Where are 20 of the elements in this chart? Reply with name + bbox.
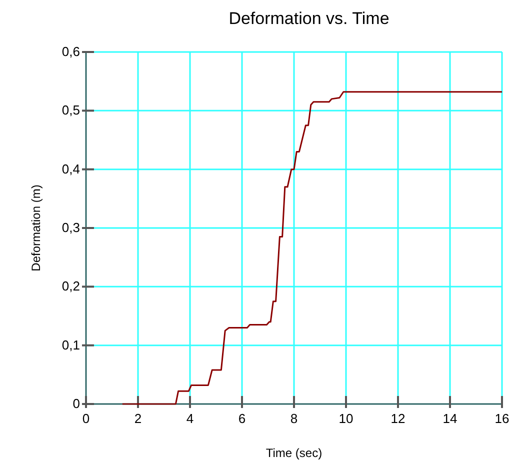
line-series (122, 91, 503, 405)
y-tick-label: 0,5 (62, 102, 80, 118)
x-tick-label: 2 (134, 411, 142, 426)
x-tick-label: 14 (442, 411, 458, 426)
y-tick-label: 0,4 (62, 161, 80, 176)
x-tick-label: 12 (390, 411, 406, 426)
y-tick-label: 0,2 (62, 278, 80, 294)
x-tick-label: 6 (238, 411, 246, 426)
chart-title: Deformation vs. Time (228, 9, 390, 28)
x-axis-title: Time (sec) (266, 446, 322, 460)
y-axis-title: Deformation (m) (29, 184, 43, 272)
x-tick-label: 4 (186, 411, 194, 426)
x-tick-label: 8 (290, 411, 298, 426)
x-tick-label: 16 (494, 411, 510, 426)
y-tick-label: 0,6 (62, 44, 80, 59)
y-tick-label: 0,3 (62, 220, 80, 235)
y-tick-label: 0 (72, 396, 80, 411)
x-tick-label: 10 (338, 411, 354, 426)
y-tick-label: 0,1 (62, 337, 80, 352)
x-tick-label: 0 (82, 411, 90, 426)
